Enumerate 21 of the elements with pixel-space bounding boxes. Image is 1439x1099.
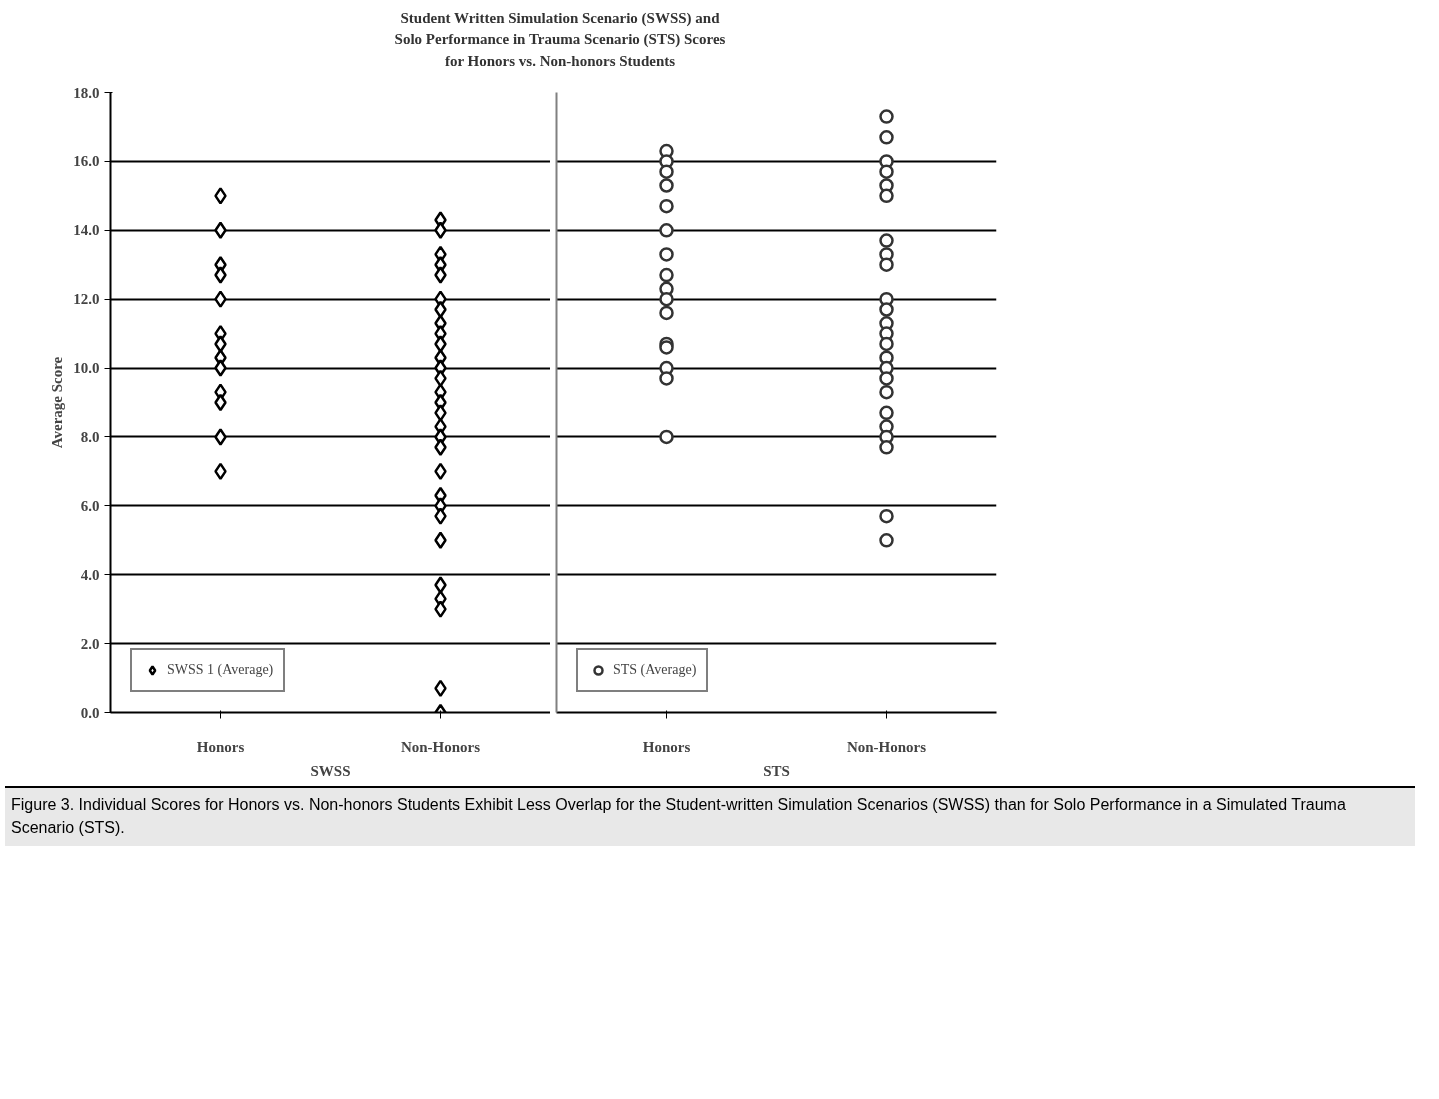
y-tick-label: 18.0	[73, 84, 100, 101]
y-tick-label: 6.0	[80, 498, 100, 515]
y-tick-label: 10.0	[73, 360, 100, 377]
y-tick-label: 2.0	[80, 635, 100, 652]
legend-label: SWSS 1 (Average)	[167, 662, 274, 679]
x-tick-label: Non-Honors	[846, 738, 927, 755]
y-tick-label: 0.0	[80, 704, 100, 721]
caption: Figure 3. Individual Scores for Honors vs. Non-honors Students Exhibit Less Overlap for the Student-written Simulation Scenarios (SWSS) than for Solo Performance in a Simulated Trauma Scenario (STS).	[11, 795, 1347, 839]
legend-label: STS (Average)	[613, 662, 697, 679]
x-axis-title: SWSS	[310, 762, 351, 779]
y-tick-label: 4.0	[80, 566, 100, 583]
y-tick-label: 16.0	[73, 153, 100, 170]
y-tick-label: 12.0	[73, 291, 100, 308]
y-tick-label: 14.0	[73, 222, 100, 239]
x-tick-label: Non-Honors	[400, 738, 481, 755]
x-tick-label: Honors	[642, 738, 691, 755]
y-tick-label: 8.0	[80, 429, 100, 446]
y-axis-title: Average Score	[49, 356, 66, 449]
x-tick-label: Honors	[196, 738, 245, 755]
x-axis-title: STS	[763, 762, 790, 779]
chart-title: Student Written Simulation Scenario (SWSS) and Solo Performance in Trauma Scenario (STS) Scores for Honors vs. Non-honors Students	[394, 9, 726, 71]
